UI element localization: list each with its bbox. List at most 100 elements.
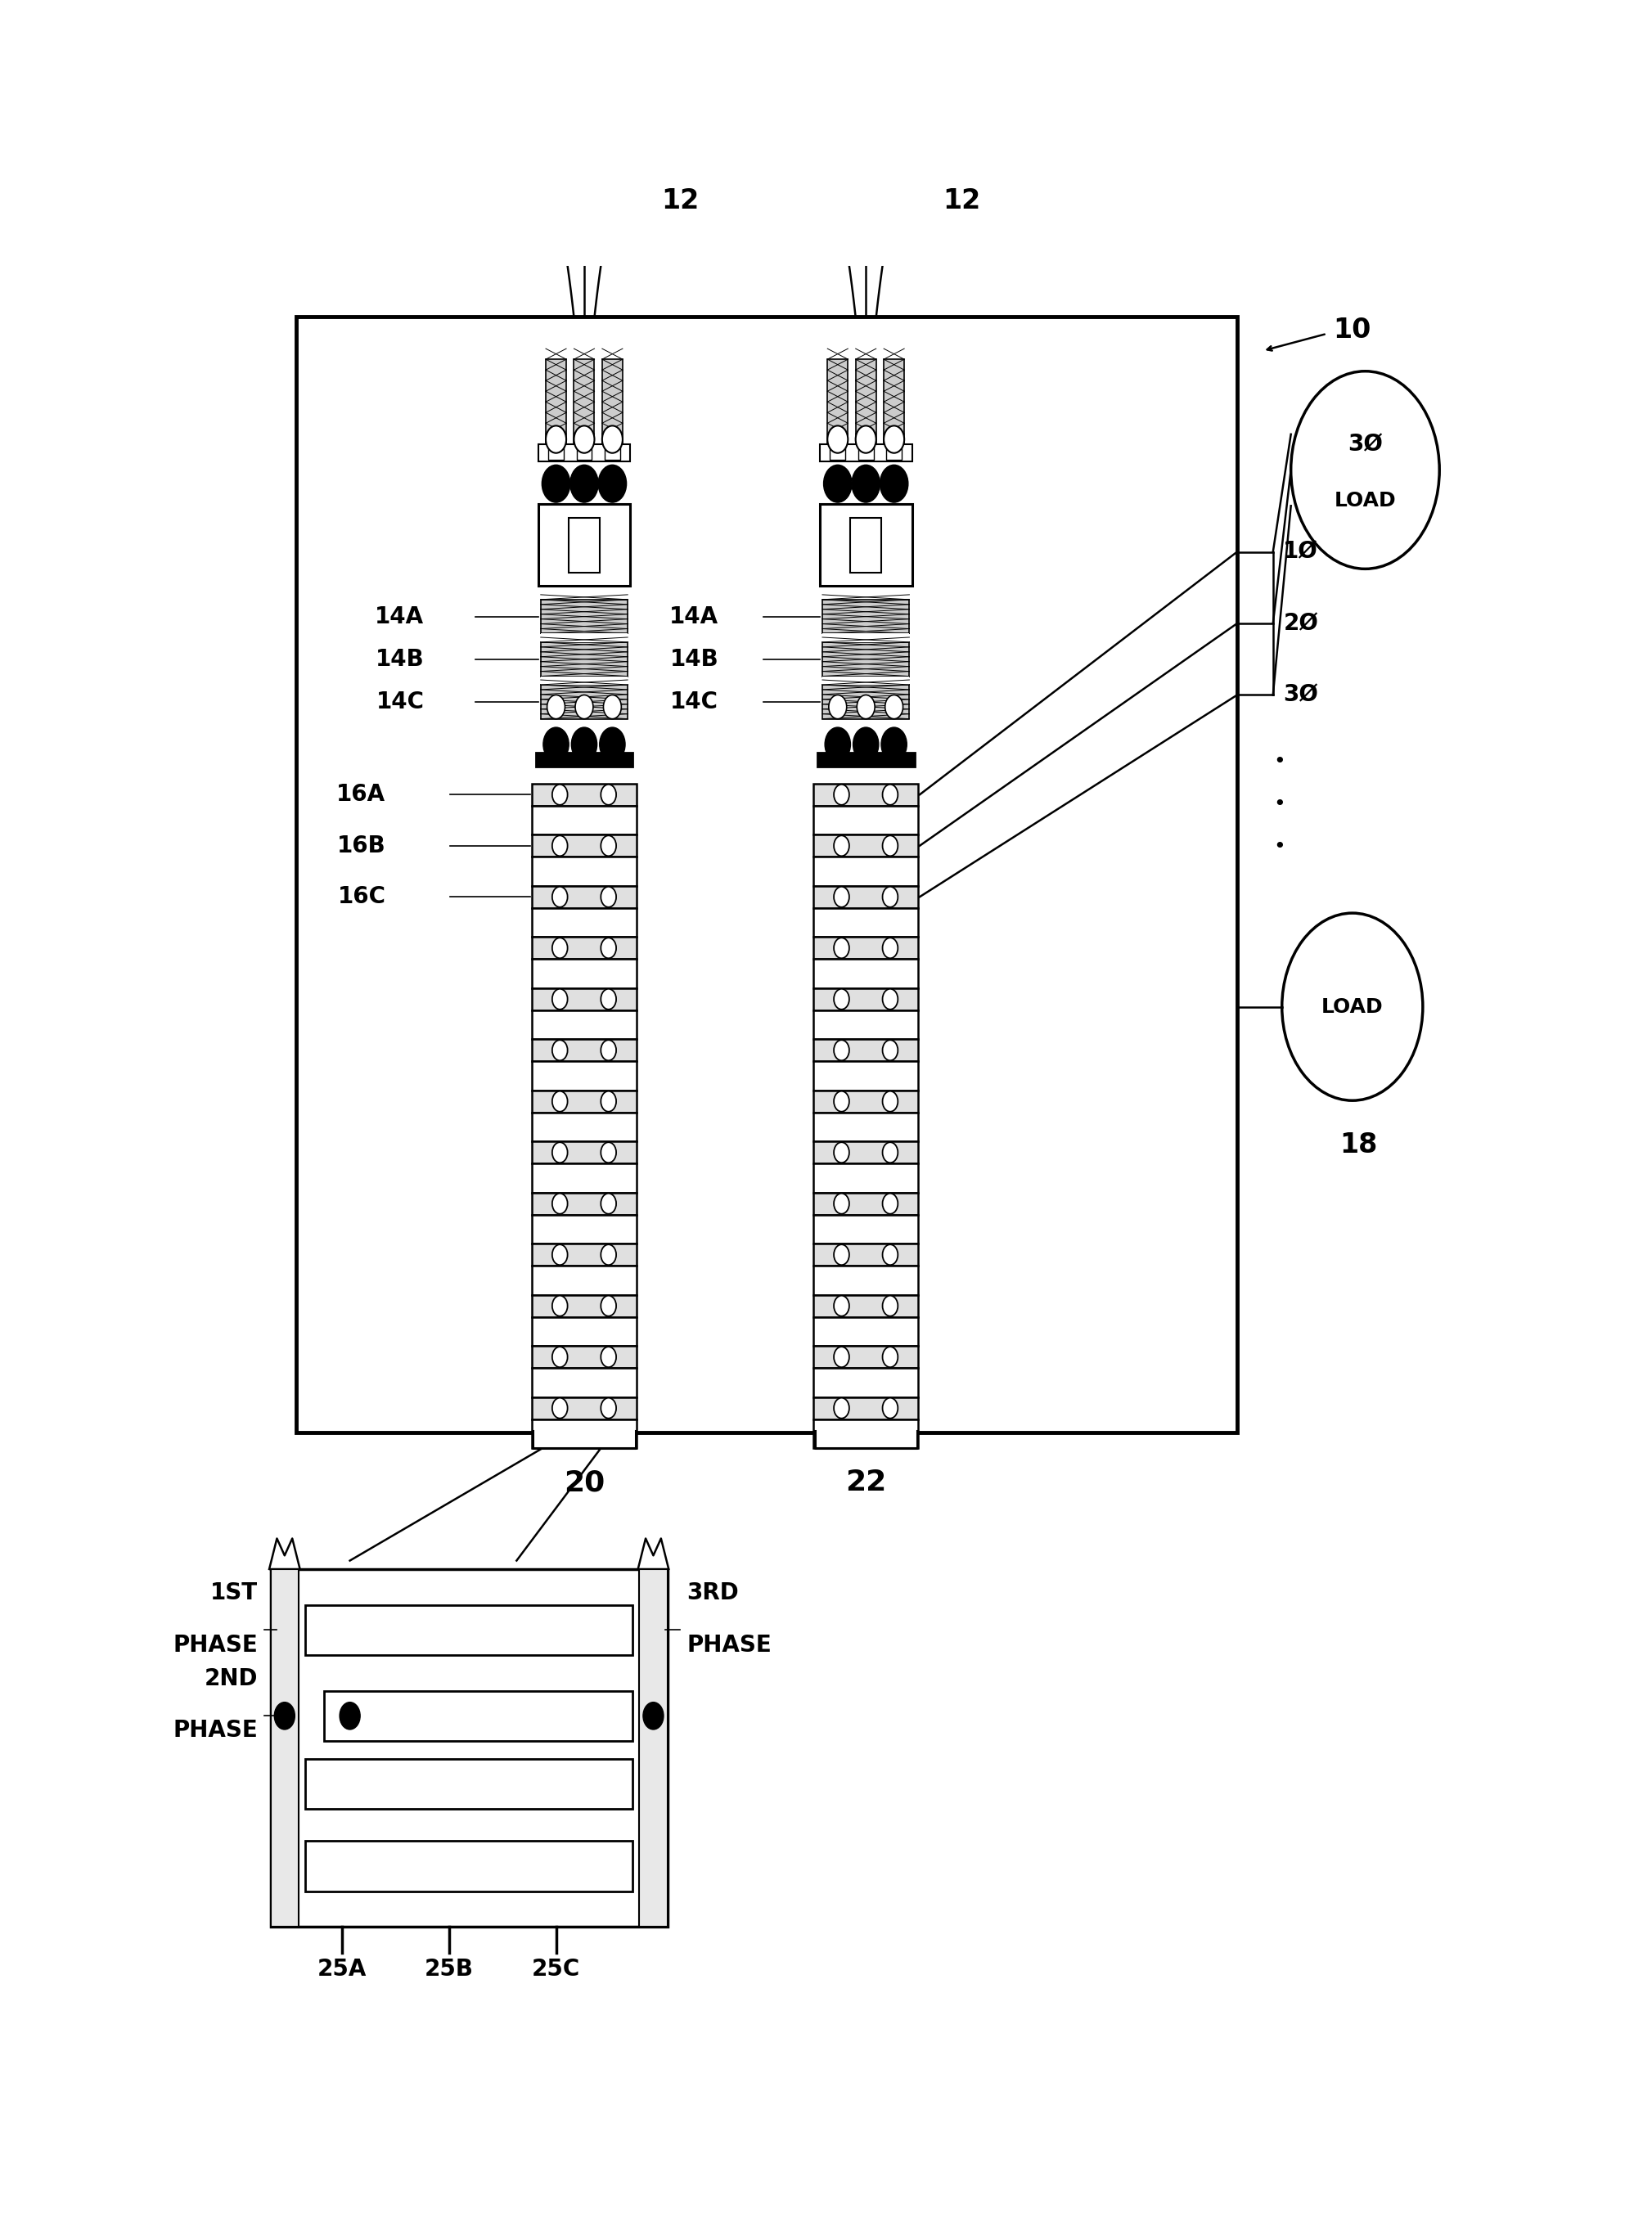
Bar bbox=[828, 359, 847, 445]
Bar bbox=[823, 677, 909, 684]
Bar bbox=[813, 936, 919, 958]
Circle shape bbox=[552, 1040, 568, 1060]
Bar bbox=[540, 600, 628, 633]
Circle shape bbox=[274, 1702, 294, 1731]
Bar bbox=[568, 518, 600, 573]
Circle shape bbox=[601, 783, 616, 806]
Bar bbox=[813, 1368, 919, 1396]
Circle shape bbox=[881, 728, 907, 761]
Circle shape bbox=[882, 1142, 899, 1162]
Bar bbox=[532, 1142, 636, 1164]
Bar bbox=[532, 907, 636, 936]
Bar bbox=[540, 633, 628, 642]
Text: 14A: 14A bbox=[375, 604, 425, 628]
Circle shape bbox=[598, 465, 626, 502]
Bar bbox=[532, 856, 636, 885]
Bar bbox=[813, 834, 919, 856]
Circle shape bbox=[601, 1040, 616, 1060]
Circle shape bbox=[603, 695, 621, 719]
Bar bbox=[532, 1317, 636, 1346]
Circle shape bbox=[552, 938, 568, 958]
Circle shape bbox=[885, 695, 904, 719]
Bar bbox=[813, 1062, 919, 1091]
Bar bbox=[884, 359, 904, 445]
Bar bbox=[813, 1164, 919, 1193]
Bar bbox=[540, 677, 628, 684]
Circle shape bbox=[601, 938, 616, 958]
Circle shape bbox=[601, 1193, 616, 1215]
Bar bbox=[296, 316, 1237, 1432]
Text: LOAD: LOAD bbox=[1322, 998, 1383, 1016]
Bar bbox=[532, 1419, 636, 1447]
Bar bbox=[532, 1368, 636, 1396]
Circle shape bbox=[552, 1091, 568, 1111]
Bar bbox=[539, 505, 631, 586]
Circle shape bbox=[542, 465, 570, 502]
Bar bbox=[813, 1346, 919, 1368]
Circle shape bbox=[601, 1244, 616, 1266]
Bar bbox=[813, 1009, 919, 1040]
Bar bbox=[532, 1164, 636, 1193]
Bar bbox=[851, 518, 881, 573]
Circle shape bbox=[552, 1193, 568, 1215]
Bar bbox=[813, 1317, 919, 1346]
Circle shape bbox=[601, 989, 616, 1009]
Bar bbox=[577, 447, 591, 460]
Text: 3RD: 3RD bbox=[687, 1582, 738, 1604]
Bar bbox=[813, 907, 919, 936]
Bar bbox=[532, 1266, 636, 1295]
Circle shape bbox=[834, 1244, 849, 1266]
Circle shape bbox=[601, 887, 616, 907]
Bar bbox=[813, 1040, 919, 1062]
Text: 12: 12 bbox=[943, 188, 981, 215]
Circle shape bbox=[834, 1295, 849, 1317]
Bar bbox=[818, 752, 915, 766]
Bar bbox=[813, 1419, 919, 1447]
Circle shape bbox=[824, 465, 852, 502]
Text: 10: 10 bbox=[1333, 316, 1371, 343]
Circle shape bbox=[600, 728, 624, 761]
Text: 14B: 14B bbox=[375, 648, 425, 671]
Text: 20: 20 bbox=[563, 1469, 605, 1496]
Bar bbox=[813, 1142, 919, 1164]
Circle shape bbox=[552, 887, 568, 907]
Circle shape bbox=[882, 1091, 899, 1111]
Text: 1Ø: 1Ø bbox=[1284, 540, 1318, 564]
Bar bbox=[532, 1091, 636, 1113]
Bar bbox=[324, 1691, 633, 1742]
Text: •: • bbox=[1274, 794, 1285, 814]
Bar bbox=[540, 642, 628, 677]
Circle shape bbox=[857, 695, 876, 719]
Bar bbox=[532, 936, 636, 958]
Bar bbox=[548, 447, 563, 460]
Circle shape bbox=[882, 989, 899, 1009]
Circle shape bbox=[573, 425, 595, 454]
Bar bbox=[605, 447, 620, 460]
Circle shape bbox=[882, 1193, 899, 1215]
Circle shape bbox=[601, 425, 623, 454]
Circle shape bbox=[547, 695, 565, 719]
Bar bbox=[532, 834, 636, 856]
Bar bbox=[573, 359, 595, 445]
Circle shape bbox=[575, 695, 593, 719]
Circle shape bbox=[882, 783, 899, 806]
Bar bbox=[823, 684, 909, 719]
Circle shape bbox=[828, 425, 847, 454]
Bar bbox=[819, 445, 912, 463]
Bar bbox=[813, 1113, 919, 1142]
Circle shape bbox=[1282, 914, 1422, 1100]
Circle shape bbox=[852, 728, 879, 761]
Bar bbox=[813, 806, 919, 834]
Bar bbox=[532, 1295, 636, 1317]
Text: 25A: 25A bbox=[317, 1959, 367, 1981]
Bar bbox=[813, 885, 919, 907]
Circle shape bbox=[882, 1244, 899, 1266]
Bar bbox=[532, 958, 636, 987]
Circle shape bbox=[552, 783, 568, 806]
Text: 16C: 16C bbox=[337, 885, 387, 907]
Circle shape bbox=[643, 1702, 664, 1731]
Circle shape bbox=[601, 1295, 616, 1317]
Circle shape bbox=[570, 465, 598, 502]
Circle shape bbox=[601, 1142, 616, 1162]
Circle shape bbox=[834, 1399, 849, 1419]
